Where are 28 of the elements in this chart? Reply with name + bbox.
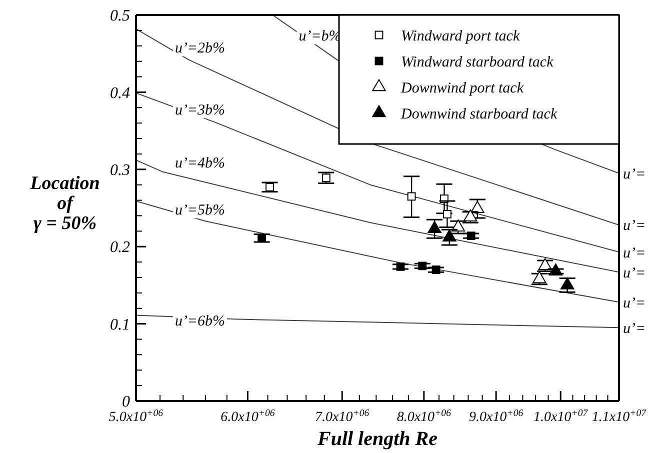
x-tick-label: 1.1x10$^{+07}$ (592, 408, 648, 425)
text: u’= (623, 265, 646, 282)
x-tick-label: 8.0x10$^{+06}$ (396, 408, 452, 425)
annotation: u’=4b% (174, 155, 226, 172)
x-tick-label: 7.0x10$^{+06}$ (315, 408, 370, 425)
x-tick-label: 6.0x10$^{+06}$ (220, 408, 275, 425)
legend-label: Windward port tack (401, 28, 520, 44)
text: u’= (623, 245, 646, 262)
y-tick-label: 0.1 (110, 316, 130, 334)
y-tick-label: 0.3 (110, 162, 130, 179)
legend-label: Downwind starboard tack (400, 106, 558, 122)
text: u’= (623, 166, 646, 183)
x-tick-label: 1.0x10$^{+07}$ (534, 408, 589, 425)
annotation: u’=6b% (174, 313, 226, 330)
y-tick-label: 0.4 (110, 84, 130, 102)
annotation: u’=2b% (174, 40, 226, 56)
text: u’= (623, 218, 646, 234)
annotation: u’=5b% (174, 202, 226, 218)
legend-label: Downwind port tack (400, 80, 524, 96)
x-axis-title: Full length Re (316, 428, 438, 450)
annotation: u’=3b% (174, 102, 226, 118)
x-tick-label: 9.0x10$^{+06}$ (469, 408, 524, 425)
text: u’= (623, 295, 646, 312)
y-axis-title: Location of γ = 50% (29, 173, 100, 234)
y-tick-label: 0.5 (110, 8, 130, 25)
legend-label: Windward starboard tack (401, 54, 554, 70)
text: u’= (623, 320, 646, 337)
y-tick-label: 0.2 (110, 239, 130, 256)
